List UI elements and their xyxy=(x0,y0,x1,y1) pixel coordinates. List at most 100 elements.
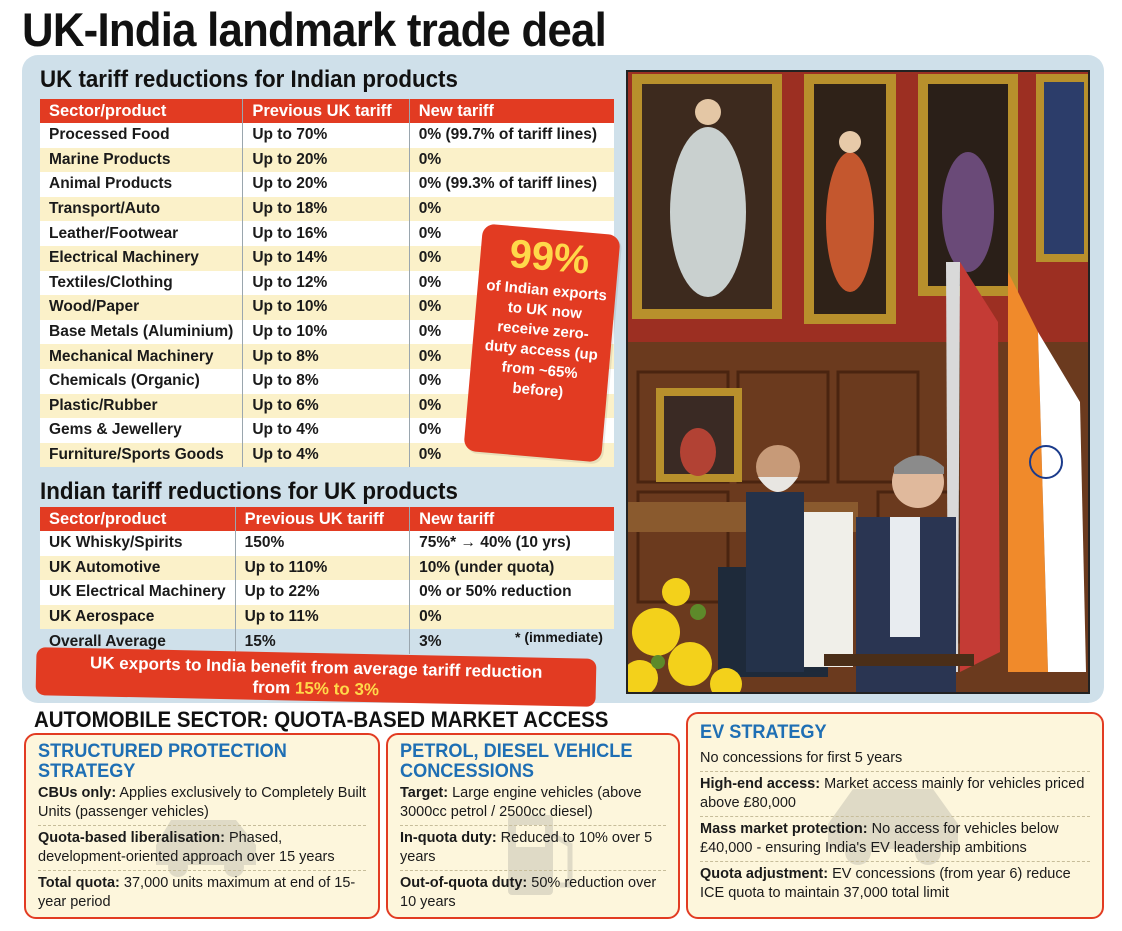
previous-tariff-cell: Up to 10% xyxy=(242,319,410,345)
card-title-line2: STRATEGY xyxy=(38,760,136,782)
callout-text: of Indian exports to UK now receive zero… xyxy=(484,276,608,402)
item-text: No concessions for first 5 years xyxy=(700,750,903,766)
banner-line2-prefix: from xyxy=(252,677,296,698)
table-row: UK Automotive Up to 110% 10% (under quota) xyxy=(40,555,614,581)
sector-cell: Processed Food xyxy=(40,123,243,148)
sector-cell: Wood/Paper xyxy=(40,295,243,320)
item-text: Applies exclusively to Completely Built … xyxy=(38,785,366,820)
new-tariff-cell: 0% or 50% reduction xyxy=(409,580,614,605)
shield-car-icon xyxy=(156,820,256,877)
previous-tariff-cell: Up to 4% xyxy=(242,442,410,468)
previous-tariff-cell: Up to 20% xyxy=(242,147,410,173)
previous-tariff-cell: Up to 14% xyxy=(242,245,410,271)
previous-tariff-cell: Up to 8% xyxy=(242,344,410,369)
footnote-immediate: * (immediate) xyxy=(515,629,603,645)
previous-tariff-cell: Up to 10% xyxy=(242,295,410,320)
item-label: Mass market protection: xyxy=(700,821,868,837)
previous-tariff-cell: Up to 16% xyxy=(242,221,410,246)
sector-cell: Furniture/Sports Goods xyxy=(40,442,243,468)
card-item: Quota-based liberalisation: Phased, deve… xyxy=(38,826,366,871)
item-label: In-quota duty: xyxy=(400,830,497,846)
previous-tariff-cell: Up to 18% xyxy=(242,196,410,222)
sector-cell: Chemicals (Organic) xyxy=(40,368,243,394)
sector-cell: Plastic/Rubber xyxy=(40,393,243,419)
table-row: Animal Products Up to 20% 0% (99.3% of tar… xyxy=(40,172,614,197)
card-item: Target: Large engine vehicles (above 300… xyxy=(400,781,666,826)
previous-tariff-cell: Up to 6% xyxy=(242,393,410,419)
card-item: No concessions for first 5 years xyxy=(700,746,1090,772)
table-header-row: Sector/product Previous UK tariff New ta… xyxy=(40,507,614,531)
fuel-pump-icon xyxy=(508,815,573,895)
new-tariff-cell: 0% (99.3% of tariff lines) xyxy=(408,172,614,197)
table-row: Processed Food Up to 70% 0% (99.7% of tari… xyxy=(40,123,614,148)
sector-cell: Textiles/Clothing xyxy=(40,270,243,296)
sector-cell: UK Electrical Machinery xyxy=(40,580,236,605)
item-text: EV concessions (from year 6) reduce ICE … xyxy=(700,866,1071,901)
card-item: Total quota: 37,000 units maximum at end… xyxy=(38,871,366,915)
card-title-line1: PETROL, DIESEL VEHICLE xyxy=(400,740,633,762)
item-text: No access for vehicles below £40,000 - e… xyxy=(700,821,1059,856)
new-tariff-cell: 0% xyxy=(408,196,614,222)
ev-car-icon xyxy=(828,789,958,865)
sector-cell: UK Automotive xyxy=(40,555,236,581)
previous-tariff-cell: Up to 4% xyxy=(242,418,410,443)
item-label: Out-of-quota duty: xyxy=(400,875,528,891)
previous-tariff-cell: Up to 8% xyxy=(242,368,410,394)
banner-highlight: 15% to 3% xyxy=(294,678,380,700)
previous-tariff-cell: Up to 11% xyxy=(234,604,410,630)
sector-cell: UK Aerospace xyxy=(40,604,236,630)
card-item: Out-of-quota duty: 50% reduction over 10… xyxy=(400,871,666,915)
new-tariff-cell: 3% xyxy=(409,629,614,654)
item-label: Quota-based liberalisation: xyxy=(38,830,225,846)
header-new-tariff: New tariff xyxy=(408,99,614,123)
previous-tariff-cell: 150% xyxy=(234,531,410,556)
table-row: Marine Products Up to 20% 0% xyxy=(40,147,614,173)
india-tariff-title: Indian tariff reductions for UK products xyxy=(40,478,458,505)
photo-illustration xyxy=(628,72,1088,692)
sector-cell: UK Whisky/Spirits xyxy=(40,531,236,556)
ninety-nine-percent-callout: 99% of Indian exports to UK now receive … xyxy=(463,223,621,463)
new-tariff-cell: 75%* → 40% (10 yrs) xyxy=(409,531,614,556)
table-row: Transport/Auto Up to 18% 0% xyxy=(40,196,614,222)
table-row: Overall Average 15% 3% xyxy=(40,629,614,654)
item-text: Phased, development-oriented approach ov… xyxy=(38,830,335,865)
leaders-photo xyxy=(626,70,1090,694)
previous-tariff-cell: Up to 70% xyxy=(242,123,410,148)
previous-tariff-cell: Up to 110% xyxy=(234,555,410,581)
item-label: Quota adjustment: xyxy=(700,866,829,882)
new-tariff-cell: 0% xyxy=(408,147,614,173)
petrol-diesel-card: PETROL, DIESEL VEHICLE CONCESSIONS Targe… xyxy=(386,733,680,919)
table-header-row: Sector/product Previous UK tariff New ta… xyxy=(40,99,614,123)
header-sector: Sector/product xyxy=(40,99,243,123)
item-label: CBUs only: xyxy=(38,785,117,801)
sector-cell: Animal Products xyxy=(40,172,243,197)
item-text: Market access mainly for vehicles priced… xyxy=(700,776,1085,811)
previous-tariff-cell: Up to 12% xyxy=(242,270,410,296)
item-label: Total quota: xyxy=(38,875,120,891)
sector-cell: Mechanical Machinery xyxy=(40,344,243,369)
sector-cell: Electrical Machinery xyxy=(40,245,243,271)
item-text: 37,000 units maximum at end of 15-year p… xyxy=(38,875,356,910)
header-previous-tariff: Previous UK tariff xyxy=(234,507,410,531)
item-label: High-end access: xyxy=(700,776,821,792)
item-label: Target: xyxy=(400,785,449,801)
card-item: In-quota duty: Reduced to 10% over 5 yea… xyxy=(400,826,666,871)
card-title-line2: CONCESSIONS xyxy=(400,760,535,782)
header-sector: Sector/product xyxy=(40,507,236,531)
table-row: UK Electrical Machinery Up to 22% 0% or 50… xyxy=(40,580,614,605)
sector-cell: Marine Products xyxy=(40,147,243,173)
table-row: UK Whisky/Spirits 150% 75%* → 40% (10 yrs) xyxy=(40,531,614,556)
previous-tariff-cell: Up to 20% xyxy=(242,172,410,197)
header-new-tariff: New tariff xyxy=(409,507,614,531)
structured-protection-card: STRUCTURED PROTECTION STRATEGY CBUs only… xyxy=(24,733,380,919)
card-item: High-end access: Market access mainly fo… xyxy=(700,772,1090,817)
india-tariff-table: Sector/product Previous UK tariff New ta… xyxy=(40,507,614,654)
ev-strategy-card: EV STRATEGY No concessions for first 5 y… xyxy=(686,712,1104,919)
sector-cell: Leather/Footwear xyxy=(40,221,243,246)
card-item: Mass market protection: No access for ve… xyxy=(700,817,1090,862)
uk-tariff-title: UK tariff reductions for Indian products xyxy=(40,66,458,93)
page-headline: UK-India landmark trade deal xyxy=(22,3,607,56)
item-text: Large engine vehicles (above 3000cc petr… xyxy=(400,785,642,820)
automobile-section-title: AUTOMOBILE SECTOR: QUOTA-BASED MARKET AC… xyxy=(34,707,609,732)
new-tariff-cell: 0% xyxy=(409,604,614,630)
